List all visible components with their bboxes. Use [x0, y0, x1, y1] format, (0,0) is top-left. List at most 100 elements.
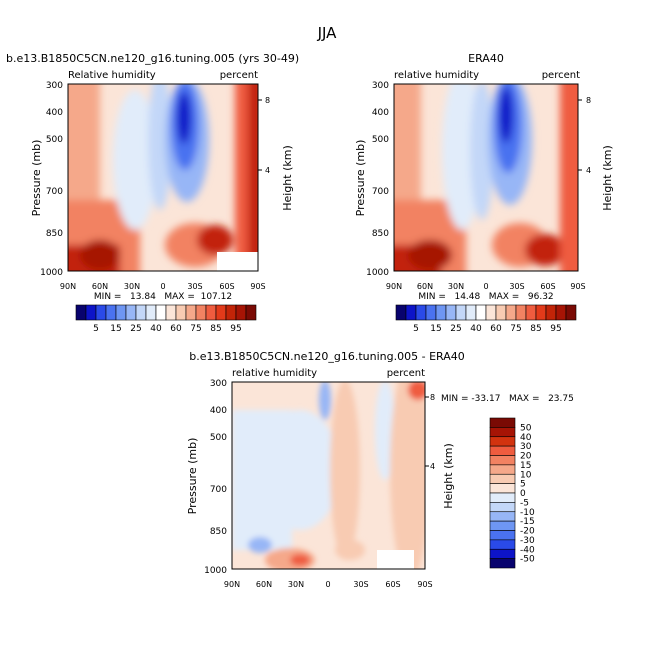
y-tick-label: 700 — [372, 187, 389, 197]
panel-era40-y-ticks: 300 400 500 700 850 1000 — [366, 81, 389, 278]
colorbar-swatch — [489, 427, 516, 438]
colorbar-label: 60 — [170, 324, 182, 334]
x-tick-label: 90S — [250, 282, 265, 291]
panel-model-stats: MIN = 13.84 MAX = 107.12 — [94, 292, 232, 302]
colorbar-label: 15 — [430, 324, 441, 334]
colorbar-label: 85 — [530, 324, 541, 334]
panel-model-y-ticks: 300 400 500 700 850 1000 — [40, 81, 63, 278]
colorbar-label: 30 — [520, 442, 532, 452]
colorbar-swatch — [155, 304, 167, 321]
y-tick-label: 1000 — [204, 566, 227, 576]
x-tick-label: 90N — [224, 580, 240, 589]
panel-era40-ylabel-right: Height (km) — [601, 145, 614, 211]
panel-difference: b.e13.B1850C5CN.ne120_g16.tuning.005 - E… — [186, 350, 574, 589]
panel-diff-right-ticks: 8 4 — [425, 393, 435, 471]
colorbar-swatch — [195, 304, 207, 321]
panel-model: b.e13.B1850C5CN.ne120_g16.tuning.005 (yr… — [6, 52, 299, 302]
colorbar-swatch — [489, 455, 516, 466]
colorbar-swatch — [415, 304, 427, 321]
colorbar-swatch — [475, 304, 487, 321]
x-tick-label: 0 — [483, 282, 488, 291]
panel-era40-x-ticks: 90N 60N 30N 0 30S 60S 90S — [386, 282, 586, 291]
colorbar-swatch — [245, 304, 257, 321]
colorbar-swatch — [525, 304, 537, 321]
panel-era40-field — [394, 84, 578, 271]
panel-era40-title: ERA40 — [468, 52, 504, 65]
colorbar-swatch — [235, 304, 247, 321]
colorbar-swatch — [215, 304, 227, 321]
panel-model-ylabel: Pressure (mb) — [30, 140, 43, 217]
colorbar-label: 95 — [550, 324, 561, 334]
figure-title: JJA — [317, 24, 338, 42]
colorbar-swatch — [75, 304, 87, 321]
panel-era40-right-ticks: 8 4 — [578, 96, 591, 175]
y-tick-label: 850 — [46, 229, 63, 239]
x-tick-label: 0 — [325, 580, 330, 589]
panel-diff-subtitle-left: relative humidity — [232, 368, 317, 379]
height-tick-label: 8 — [430, 393, 435, 402]
y-tick-label: 300 — [372, 81, 389, 91]
colorbar-swatch — [485, 304, 497, 321]
y-tick-label: 400 — [46, 108, 63, 118]
y-tick-label: 1000 — [366, 268, 389, 278]
colorbar-swatch — [425, 304, 437, 321]
panel-era40: ERA40 relative humidity percent 300 — [354, 52, 614, 302]
panel-model-x-ticks: 90N 60N 30N 0 30S 60S 90S — [60, 282, 266, 291]
panel-era40-subtitle-left: relative humidity — [394, 70, 479, 81]
colorbar-swatch — [489, 473, 516, 484]
colorbar-swatch — [145, 304, 157, 321]
x-tick-label: 90S — [570, 282, 585, 291]
colorbar-swatch — [205, 304, 217, 321]
colorbar-label: 5 — [520, 480, 526, 490]
height-tick-label: 8 — [265, 96, 270, 105]
colorbar-swatch — [395, 304, 407, 321]
panel-era40-stats: MIN = 14.48 MAX = 96.32 — [418, 292, 553, 302]
colorbar-label: 5 — [93, 324, 99, 334]
x-tick-label: 60S — [540, 282, 555, 291]
colorbar-label: 40 — [470, 324, 482, 334]
colorbar-label: -15 — [520, 517, 535, 527]
colorbar-label: 15 — [520, 461, 531, 471]
panel-diff-y-ticks: 300 400 500 700 850 1000 — [204, 379, 227, 576]
y-tick-label: 1000 — [40, 268, 63, 278]
x-tick-label: 60N — [92, 282, 108, 291]
colorbar-swatch — [95, 304, 107, 321]
panel-era40-subtitle-right: percent — [542, 70, 580, 81]
x-tick-label: 30S — [353, 580, 368, 589]
panel-model-right-ticks: 8 4 — [258, 96, 270, 175]
y-tick-label: 500 — [372, 135, 389, 145]
colorbar-swatch — [489, 483, 516, 494]
colorbar-label: 5 — [413, 324, 419, 334]
colorbar-swatch — [489, 417, 516, 428]
panel-model-ylabel-right: Height (km) — [281, 145, 294, 211]
panel-model-title: b.e13.B1850C5CN.ne120_g16.tuning.005 (yr… — [6, 52, 299, 65]
colorbar-label: 20 — [520, 452, 532, 462]
panel-diff-stats: MIN = -33.17 MAX = 23.75 — [441, 394, 574, 404]
colorbar-label: -5 — [520, 498, 529, 508]
panel-diff-subtitle-right: percent — [387, 368, 425, 379]
x-tick-label: 60N — [417, 282, 433, 291]
y-tick-label: 300 — [210, 379, 227, 389]
colorbar-swatch — [489, 445, 516, 456]
colorbar-label: 10 — [520, 470, 532, 480]
colorbar-swatch — [175, 304, 187, 321]
y-tick-label: 700 — [210, 485, 227, 495]
height-tick-label: 4 — [586, 166, 591, 175]
panel-era40-ylabel: Pressure (mb) — [354, 140, 367, 217]
colorbar-swatch — [489, 530, 516, 541]
colorbar-label: 75 — [190, 324, 201, 334]
colorbar-swatch — [435, 304, 447, 321]
colorbar-swatch — [489, 558, 516, 569]
colorbar-swatch — [489, 520, 516, 531]
panel-diff-title: b.e13.B1850C5CN.ne120_g16.tuning.005 - E… — [189, 350, 464, 363]
colorbar-swatch — [555, 304, 567, 321]
colorbar-swatch — [489, 511, 516, 522]
colorbar-label: 50 — [520, 423, 532, 433]
colorbar-swatch — [515, 304, 527, 321]
colorbar-label: -40 — [520, 545, 535, 555]
colorbar-swatch — [225, 304, 237, 321]
colorbar-swatch — [405, 304, 417, 321]
colorbar-label: 60 — [490, 324, 502, 334]
colorbar-label: -20 — [520, 527, 535, 537]
